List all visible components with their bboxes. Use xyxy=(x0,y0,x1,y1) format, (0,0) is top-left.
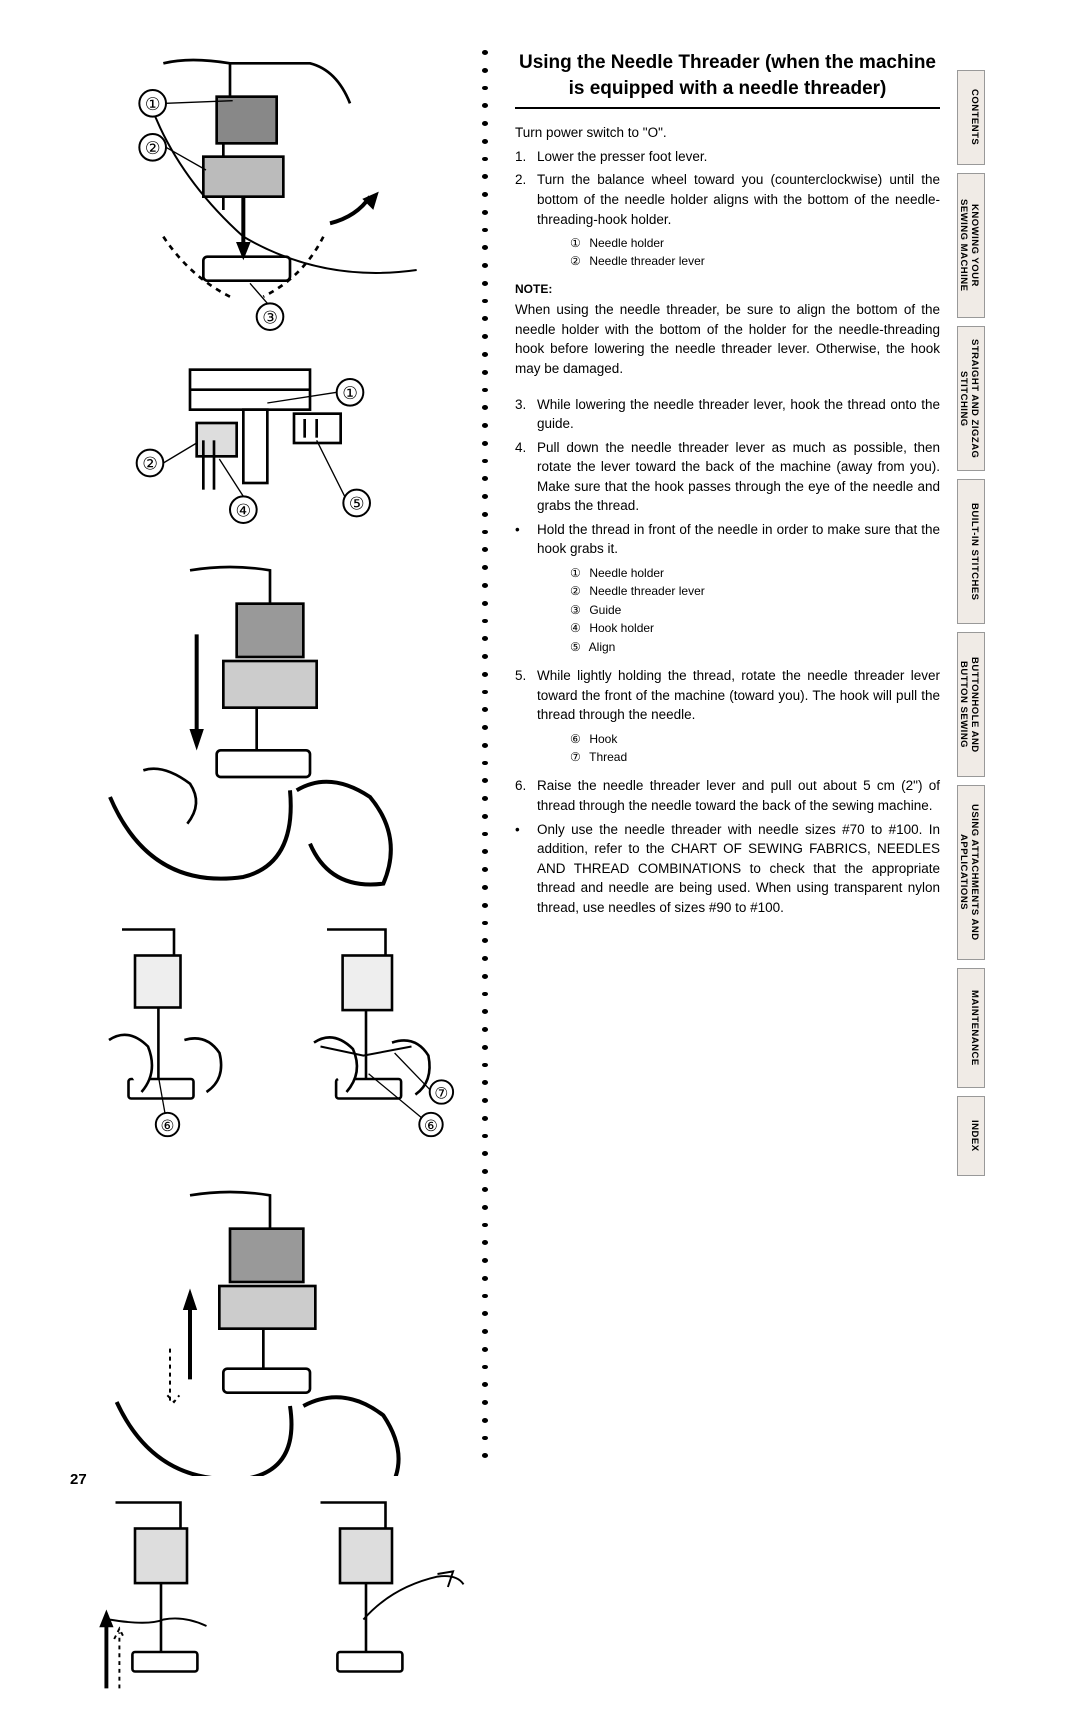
svg-text:①: ① xyxy=(145,94,161,114)
svg-text:④: ④ xyxy=(236,501,252,521)
callout-item: ⑥ Hook xyxy=(570,731,940,748)
callout-item: ⑦ Thread xyxy=(570,749,940,766)
tab-index[interactable]: INDEX xyxy=(957,1096,985,1176)
steps-list-3: 5.While lightly holding the thread, rota… xyxy=(515,666,940,725)
callout-item: ① Needle holder xyxy=(570,565,940,582)
tab-knowing[interactable]: KNOWING YOUR SEWING MACHINE xyxy=(957,173,985,318)
section-tabs: CONTENTS KNOWING YOUR SEWING MACHINE STR… xyxy=(957,70,985,1176)
diagram-1: ① ② ③ xyxy=(70,50,470,343)
diagram-column: ① ② ③ xyxy=(70,50,470,1498)
diagram-5 xyxy=(70,1182,470,1475)
tab-contents[interactable]: CONTENTS xyxy=(957,70,985,165)
tab-straight[interactable]: STRAIGHT AND ZIGZAG STITCHING xyxy=(957,326,985,471)
steps-list-1: 1.Lower the presser foot lever. 2.Turn th… xyxy=(515,147,940,229)
svg-text:⑥: ⑥ xyxy=(424,1118,438,1135)
step-item: 5.While lightly holding the thread, rota… xyxy=(515,666,940,725)
svg-text:⑥: ⑥ xyxy=(161,1118,175,1135)
svg-text:②: ② xyxy=(142,454,158,474)
steps-list-2: 3.While lowering the needle threader lev… xyxy=(515,395,940,516)
callout-list-2: ① Needle holder② Needle threader lever ③ … xyxy=(570,565,940,656)
svg-text:①: ① xyxy=(342,383,358,403)
callout-item: ⑤ Align xyxy=(570,639,940,656)
section-heading: Using the Needle Threader (when the mach… xyxy=(515,50,940,101)
svg-text:⑦: ⑦ xyxy=(434,1086,448,1103)
tab-maintenance[interactable]: MAINTENANCE xyxy=(957,968,985,1088)
diagram-3 xyxy=(70,557,470,904)
svg-text:③: ③ xyxy=(262,307,278,327)
step-item: 3.While lowering the needle threader lev… xyxy=(515,395,940,434)
text-column: Using the Needle Threader (when the mach… xyxy=(500,50,1020,1498)
diagram-4-row: ⑥ ⑦ xyxy=(70,923,470,1162)
callout-list-1: ① Needle holder② Needle threader lever xyxy=(570,235,940,271)
tab-buttonhole[interactable]: BUTTONHOLE AND BUTTON SEWING xyxy=(957,632,985,777)
callout-item: ③ Guide xyxy=(570,602,940,619)
dotted-divider xyxy=(470,50,500,1498)
bullet-1: •Hold the thread in front of the needle … xyxy=(515,520,940,559)
diagram-2: ① ② ④ ⑤ xyxy=(70,363,470,536)
page-number: 27 xyxy=(70,1471,87,1488)
tab-builtin[interactable]: BUILT-IN STITCHES xyxy=(957,479,985,624)
note-body: When using the needle threader, be sure … xyxy=(515,300,940,378)
svg-text:⑤: ⑤ xyxy=(349,494,365,514)
intro-text: Turn power switch to "O". xyxy=(515,123,940,143)
callout-list-3: ⑥ Hook⑦ Thread xyxy=(570,731,940,767)
steps-list-4: 6.Raise the needle threader lever and pu… xyxy=(515,776,940,815)
heading-rule xyxy=(515,107,940,109)
step-item: 6.Raise the needle threader lever and pu… xyxy=(515,776,940,815)
callout-item: ② Needle threader lever xyxy=(570,253,940,270)
tab-attachments[interactable]: USING ATTACHMENTS AND APPLICATIONS xyxy=(957,785,985,960)
diagram-6-row xyxy=(70,1496,470,1722)
step-item: 2.Turn the balance wheel toward you (cou… xyxy=(515,170,940,229)
callout-item: ① Needle holder xyxy=(570,235,940,252)
note-label: NOTE: xyxy=(515,281,940,298)
step-item: 4.Pull down the needle threader lever as… xyxy=(515,438,940,516)
callout-item: ② Needle threader lever xyxy=(570,583,940,600)
bullet-2: •Only use the needle threader with needl… xyxy=(515,820,940,918)
step-item: 1.Lower the presser foot lever. xyxy=(515,147,940,167)
callout-item: ④ Hook holder xyxy=(570,620,940,637)
svg-text:②: ② xyxy=(145,138,161,158)
